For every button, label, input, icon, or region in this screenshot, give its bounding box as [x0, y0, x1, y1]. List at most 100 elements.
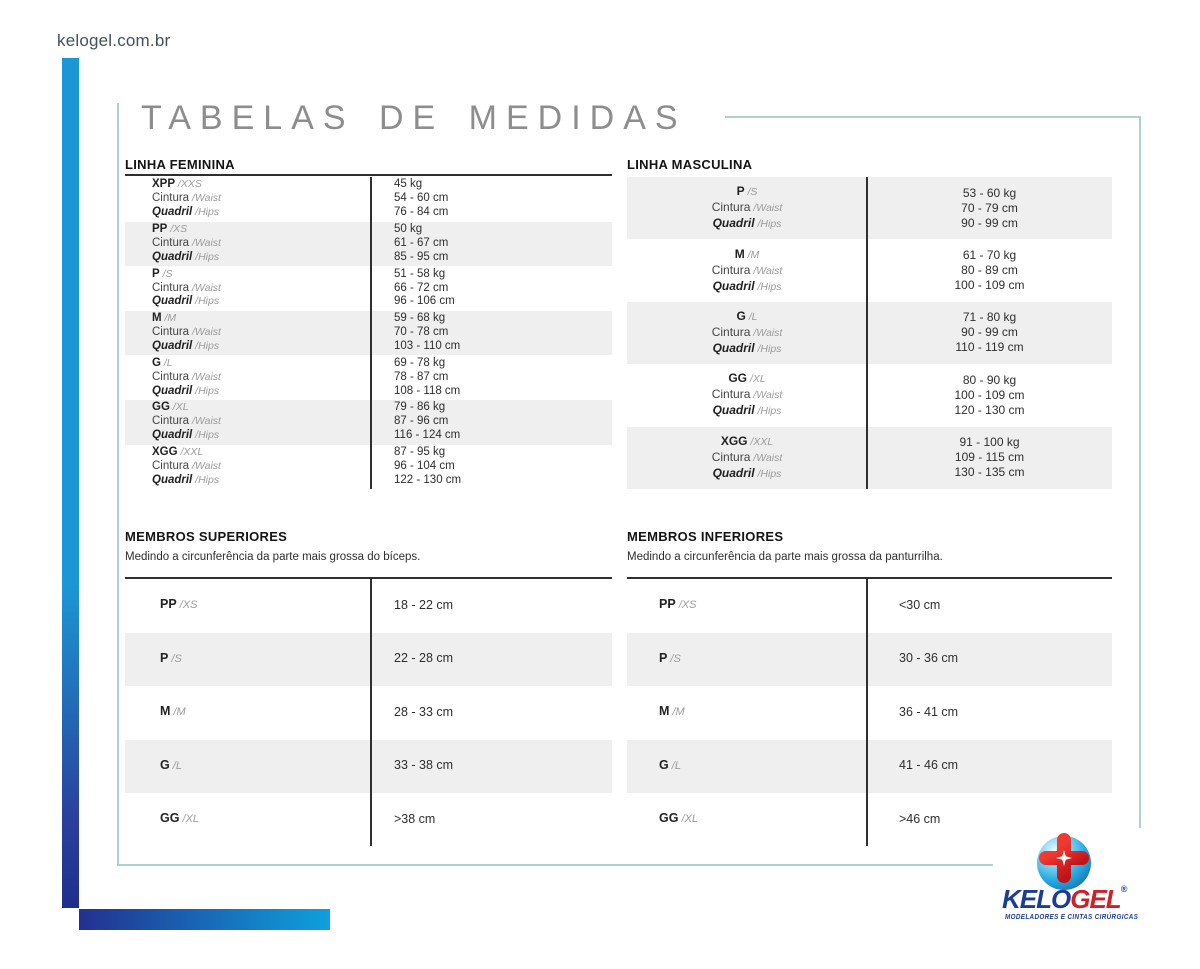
measurement-value: 87 - 96 cm — [394, 415, 449, 428]
measurement-value: 61 - 67 cm — [394, 236, 449, 249]
size-code: G — [160, 757, 170, 772]
hips-label-alt: /Hips — [754, 467, 782, 480]
measurement-cell: 30 - 36 cm — [867, 651, 1112, 666]
measurement-cell: 33 - 38 cm — [371, 758, 612, 773]
size-code: P — [152, 267, 160, 280]
size-code-alt: /L — [668, 759, 681, 772]
size-code: GG — [160, 811, 180, 826]
waist-label: Cintura — [152, 192, 190, 205]
measurement-value: 96 - 106 cm — [394, 295, 455, 308]
size-code-alt: /XS — [167, 223, 188, 236]
size-code-alt: /M — [161, 312, 177, 325]
measurement-value: 87 - 95 kg — [394, 446, 446, 458]
size-code: PP — [160, 597, 177, 612]
waist-label-alt: /Waist — [189, 370, 221, 383]
waist-label: Cintura — [152, 236, 190, 249]
size-label-cell: M /M — [125, 704, 371, 720]
hips-label-alt: /Hips — [192, 429, 220, 442]
measurement-value: 53 - 60 kg — [962, 185, 1017, 200]
linha-feminina-title: LINHA FEMININA — [125, 157, 235, 172]
size-code-alt: /S — [667, 652, 681, 665]
measurement-cell: 53 - 60 kg 70 - 79 cm 90 - 99 cm — [867, 177, 1112, 239]
size-code-alt: /M — [744, 248, 760, 261]
size-code-alt: /M — [170, 706, 186, 719]
logo-wordmark: KELOGEL® — [1002, 884, 1127, 915]
measurement-cell: 79 - 86 kg 87 - 96 cm 116 - 124 cm — [371, 400, 612, 445]
measurement-value: 45 kg — [394, 178, 423, 191]
linha-feminina-column-divider — [370, 177, 372, 489]
table-row: M /M 36 - 41 cm — [627, 686, 1112, 740]
measurement-value: 59 - 68 kg — [394, 312, 446, 325]
logo-wordmark-kelo: KELO — [1002, 884, 1071, 914]
size-label-cell: M /M Cintura /Waist Quadril /Hips — [125, 311, 371, 356]
measurement-value: 100 - 109 cm — [954, 278, 1025, 293]
table-row: XGG /XXL Cintura /Waist Quadril /Hips 87 - … — [125, 445, 612, 490]
size-code-alt: /S — [159, 267, 173, 280]
measurement-value: 109 - 115 cm — [954, 450, 1025, 465]
size-label-cell: G /L Cintura /Waist Quadril /Hips — [125, 355, 371, 400]
waist-label-alt: /Waist — [189, 192, 221, 205]
frame-line-bottom — [117, 864, 1141, 866]
size-code-alt: /XL — [746, 373, 766, 386]
hips-label-alt: /Hips — [192, 295, 220, 308]
hips-label-alt: /Hips — [754, 405, 782, 418]
size-code: M — [152, 312, 162, 325]
size-code: GG — [728, 371, 747, 386]
measurement-cell: >38 cm — [371, 812, 612, 827]
table-row: G /L 41 - 46 cm — [627, 739, 1112, 793]
hips-label-alt: /Hips — [754, 342, 782, 355]
table-row: GG /XL Cintura /Waist Quadril /Hips 79 - 86… — [125, 399, 612, 445]
table-row: G /L Cintura /Waist Quadril /Hips 71 - 80 k… — [627, 301, 1112, 365]
size-label-cell: GG /XL — [125, 811, 371, 827]
measurement-cell: 87 - 95 kg 96 - 104 cm 122 - 130 cm — [371, 445, 612, 490]
size-label-cell: P /S Cintura /Waist Quadril /Hips — [125, 266, 371, 311]
size-label-cell: XGG /XXL Cintura /Waist Quadril /Hips — [125, 445, 371, 490]
size-label-cell: GG /XL Cintura /Waist Quadril /Hips — [125, 400, 371, 445]
size-code-alt: /XL — [179, 813, 200, 826]
measurement-value: 108 - 118 cm — [394, 384, 461, 397]
site-url: kelogel.com.br — [57, 31, 171, 50]
size-code-alt: /XL — [169, 401, 189, 414]
hips-label-alt: /Hips — [192, 473, 220, 486]
size-code: G — [659, 757, 669, 772]
measurement-value: 36 - 41 cm — [899, 704, 959, 719]
measurement-value: 110 - 119 cm — [955, 340, 1024, 355]
hips-label: Quadril — [712, 340, 755, 355]
hips-label: Quadril — [152, 340, 193, 353]
logo-tagline: MODELADORES E CINTAS CIRÚRGICAS — [1005, 914, 1139, 921]
table-row: PP /XS Cintura /Waist Quadril /Hips 50 kg 61… — [125, 221, 612, 267]
hips-label: Quadril — [712, 465, 755, 480]
hips-label-alt: /Hips — [192, 340, 220, 353]
waist-label: Cintura — [711, 200, 751, 215]
measurement-cell: 61 - 70 kg 80 - 89 cm 100 - 109 cm — [867, 239, 1112, 301]
measurement-value: <30 cm — [899, 597, 941, 612]
measurement-value: 100 - 109 cm — [954, 387, 1025, 402]
waist-label: Cintura — [711, 449, 751, 464]
waist-label: Cintura — [152, 370, 190, 383]
table-row: M /M Cintura /Waist Quadril /Hips 59 - 68 k… — [125, 310, 612, 356]
measurement-value: 90 - 99 cm — [961, 215, 1018, 230]
hips-label: Quadril — [152, 295, 193, 308]
table-row: P /S Cintura /Waist Quadril /Hips 53 - 60 k… — [627, 177, 1112, 240]
measurement-value: 70 - 78 cm — [394, 326, 449, 339]
registered-trademark-symbol: ® — [1120, 884, 1128, 894]
measurement-cell: 51 - 58 kg 66 - 72 cm 96 - 106 cm — [371, 266, 612, 311]
waist-label-alt: /Waist — [189, 415, 221, 428]
table-row: P /S Cintura /Waist Quadril /Hips 51 - 58 k… — [125, 266, 612, 311]
hips-label: Quadril — [152, 384, 193, 397]
linha-masculina-table: P /S Cintura /Waist Quadril /Hips 53 - 60 k… — [627, 177, 1112, 489]
waist-label-alt: /Waist — [750, 389, 783, 402]
hips-label: Quadril — [152, 429, 193, 442]
membros-superiores-title: MEMBROS SUPERIORES — [125, 529, 288, 544]
size-code: PP — [659, 597, 676, 612]
measurement-cell: 80 - 90 kg 100 - 109 cm 120 - 130 cm — [867, 364, 1112, 426]
hips-label-alt: /Hips — [192, 250, 220, 263]
hips-label: Quadril — [152, 473, 193, 486]
measurement-value: 66 - 72 cm — [394, 281, 449, 294]
size-code: GG — [152, 401, 170, 414]
measurement-value: 71 - 80 kg — [962, 310, 1017, 325]
bottom-accent-bar — [79, 909, 330, 930]
size-code: P — [160, 650, 169, 665]
measurement-value: 61 - 70 kg — [962, 248, 1017, 263]
measurement-cell: 69 - 78 kg 78 - 87 cm 108 - 118 cm — [371, 355, 612, 400]
